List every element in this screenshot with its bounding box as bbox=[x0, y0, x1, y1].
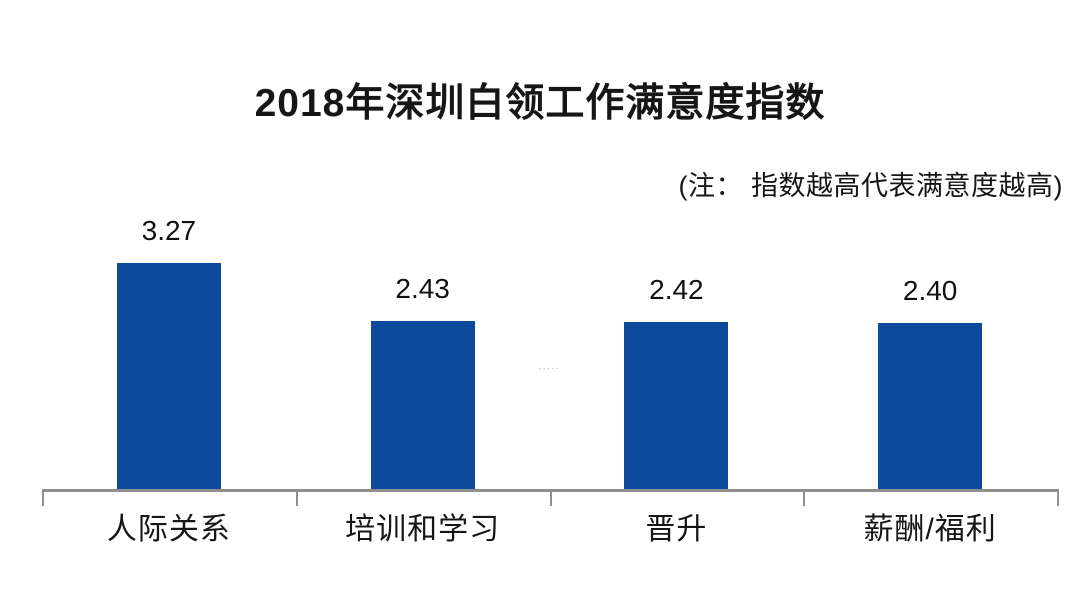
bar-value-label: 2.43 bbox=[395, 273, 450, 304]
bar bbox=[116, 263, 221, 489]
category-label: 培训和学习 bbox=[345, 513, 501, 546]
bar bbox=[878, 323, 983, 489]
axis-tick bbox=[42, 489, 44, 506]
category-label: 人际关系 bbox=[106, 513, 231, 546]
bar-value-label: 2.42 bbox=[649, 274, 704, 305]
bar bbox=[624, 322, 729, 489]
bar bbox=[370, 321, 475, 489]
bar-value-label: 3.27 bbox=[141, 215, 197, 246]
bar-value-label: 2.40 bbox=[902, 275, 958, 306]
category-label: 薪酬/福利 bbox=[863, 513, 997, 546]
axis-tick bbox=[549, 489, 552, 506]
watermark-dots: ····· bbox=[538, 363, 560, 374]
category-label: 晋升 bbox=[645, 513, 708, 546]
axis-tick bbox=[803, 489, 806, 506]
axis-tick bbox=[295, 489, 298, 506]
axis-tick bbox=[1057, 489, 1059, 506]
chart-title: 2018年深圳白领工作满意度指数 bbox=[254, 82, 826, 125]
chart-note: (注： 指数越高代表满意度越高) bbox=[678, 171, 1063, 201]
